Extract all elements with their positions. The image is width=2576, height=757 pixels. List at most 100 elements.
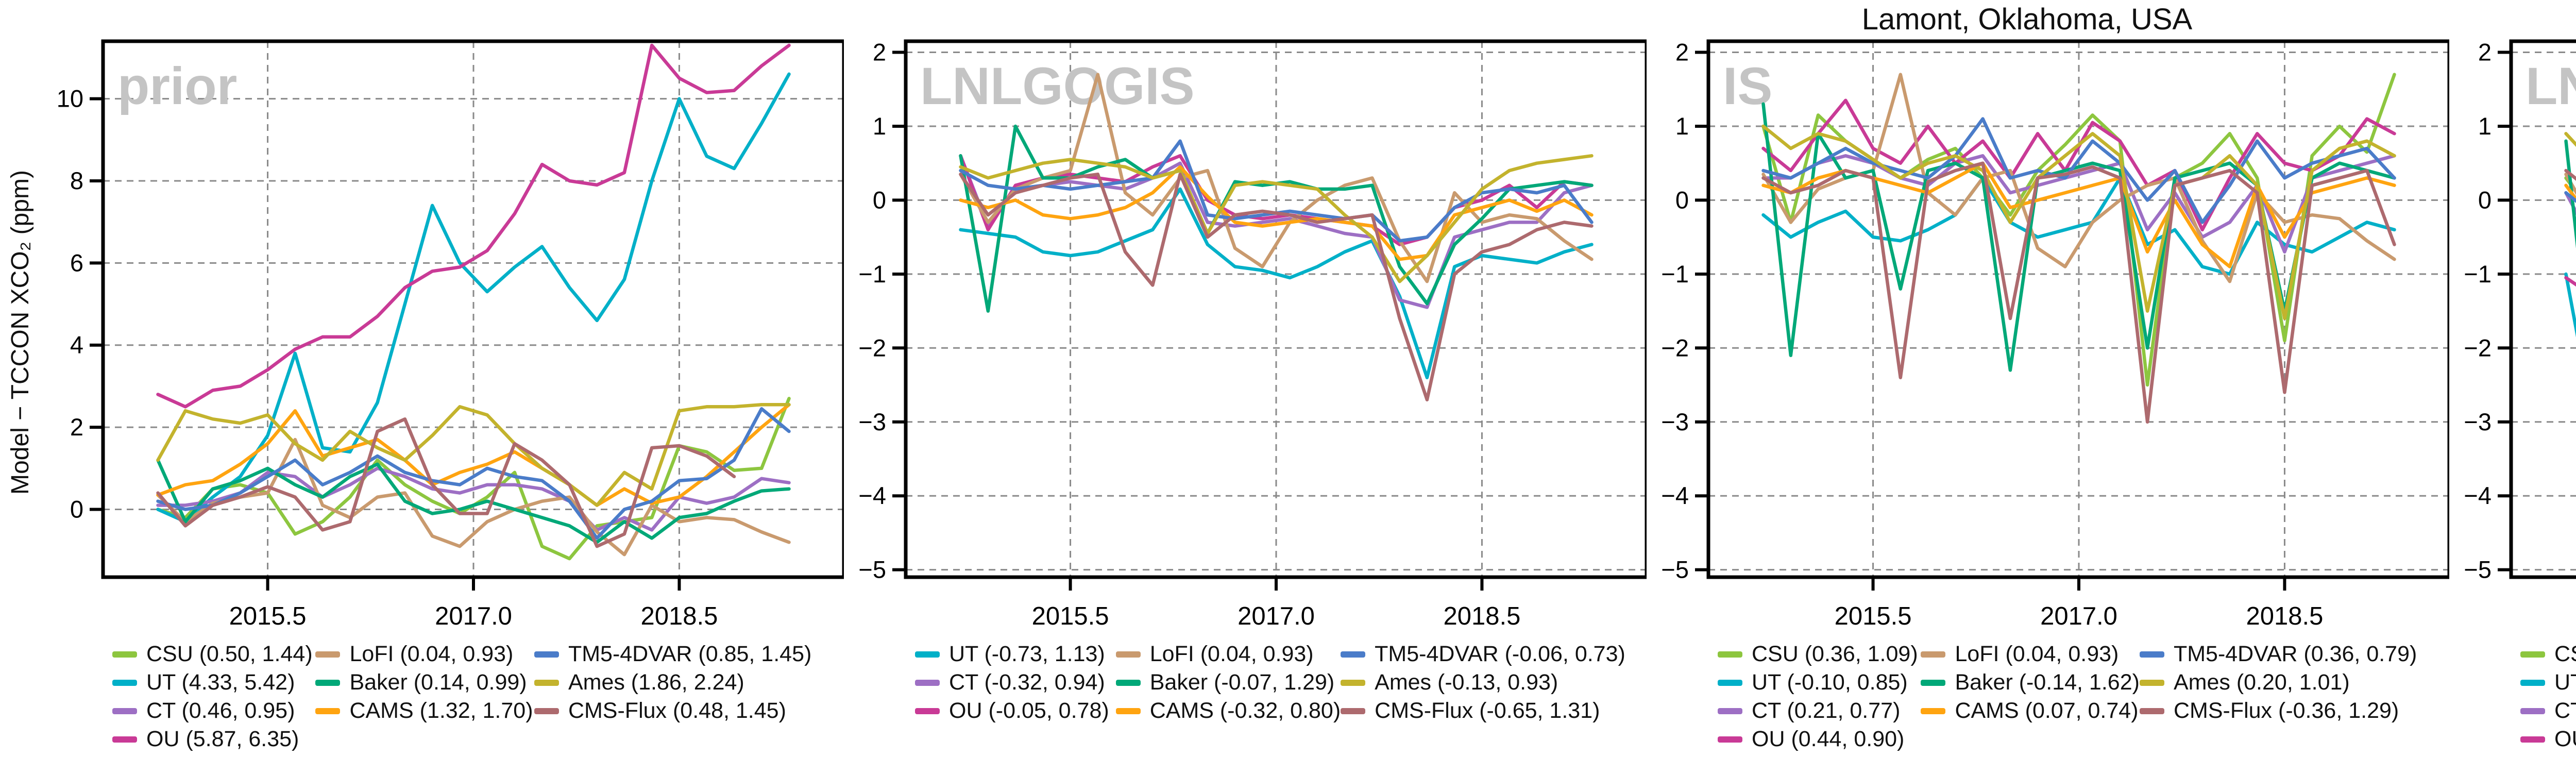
legend-label: CSU (0.36, 1.09) [1752, 642, 1918, 666]
legend-swatch [1718, 736, 1742, 743]
legend-label: TM5-4DVAR (-0.06, 0.73) [1375, 642, 1625, 666]
legend-swatch [1341, 651, 1366, 658]
legend-swatch [2520, 651, 2545, 658]
legend-swatch [1115, 708, 1141, 714]
legend-label: UT (4.33, 5.42) [146, 670, 295, 695]
legend-column: LoFI (0.04, 0.93) Baker (-0.14, 1.62) CAMS… [1921, 640, 2140, 753]
y-tick-label: −5 [858, 556, 886, 583]
legend-label: LoFI (0.04, 0.93) [1149, 642, 1314, 666]
y-tick-label: 0 [2478, 186, 2492, 213]
legend-LNLG: CSU (0.12, 1.07) UT (-0.49, 1.01) CT (-0.2… [2449, 640, 2576, 753]
legend-label: CAMS (-0.32, 0.80) [1149, 698, 1341, 723]
legend-entry-UT: UT (-0.73, 1.13) [915, 640, 1116, 668]
series-line-Baker [156, 458, 791, 544]
series-line-OU [959, 154, 1594, 246]
legend-swatch [112, 708, 137, 714]
legend-column: CSU (0.12, 1.07) UT (-0.49, 1.01) CT (-0.2… [2520, 640, 2576, 753]
legend-swatch [315, 679, 341, 686]
legend-swatch [1718, 708, 1742, 714]
legend-swatch [1921, 651, 1946, 658]
y-tick-label: −1 [1661, 260, 1689, 288]
x-tick-label: 2018.5 [641, 602, 718, 630]
series-line-Ames [156, 403, 791, 507]
series-line-CAMS [959, 165, 1594, 261]
legend-label: Baker (-0.07, 1.29) [1149, 670, 1335, 695]
legend-entry-CAMS: CAMS (0.07, 0.74) [1921, 697, 2140, 725]
legend-label: OU (-0.29, 0.86) [2554, 727, 2576, 751]
legend-entry-TM5-4DVAR: TM5-4DVAR (0.36, 0.79) [2139, 640, 2449, 668]
figure-title: Lamont, Oklahoma, USA [1861, 3, 2193, 36]
series-line-UT [1761, 176, 2396, 276]
y-tick-label: −4 [2464, 482, 2492, 509]
legend-swatch [1718, 651, 1742, 658]
legend-entry-CT: CT (-0.32, 0.94) [915, 668, 1116, 697]
y-tick-label: −2 [1661, 334, 1689, 361]
legend-label: LoFI (0.04, 0.93) [349, 642, 514, 666]
legend-swatch [315, 708, 341, 714]
series-line-CT [156, 466, 791, 532]
legend-label: CT (0.21, 0.77) [1752, 698, 1901, 723]
y-tick-label: 1 [2478, 112, 2492, 140]
legend-label: UT (-0.49, 1.01) [2554, 670, 2576, 695]
legend-entry-CT: CT (0.21, 0.77) [1718, 697, 1921, 725]
x-tick-label: 2017.0 [1238, 602, 1315, 630]
legend-label: Ames (0.20, 1.01) [2173, 670, 2350, 695]
legend-label: OU (0.44, 0.90) [1752, 727, 1905, 751]
legend-LNLGOGIS: UT (-0.73, 1.13) CT (-0.32, 0.94) OU (-0.0… [844, 640, 1647, 725]
legend-label: UT (-0.10, 0.85) [1752, 670, 1908, 695]
y-tick-label: 2 [1675, 39, 1689, 66]
legend-entry-CSU: CSU (0.12, 1.07) [2520, 640, 2576, 668]
y-tick-label: −1 [858, 260, 886, 288]
panel-IS: IS 2 1 0 −1 −2 −3 −4 −5 2015.5 2017.0 2018.5 CSU (0.… [1647, 34, 2449, 753]
legend-label: TM5-4DVAR (0.85, 1.45) [568, 642, 812, 666]
legend-swatch [534, 679, 559, 686]
series-line-LoFI [959, 73, 1594, 283]
legend-swatch [2139, 679, 2164, 686]
series-line-TM5-4DVAR [1761, 117, 2396, 224]
series-line-Ames [1761, 124, 2396, 321]
legend-entry-CMS-Flux: CMS-Flux (-0.36, 1.29) [2139, 697, 2449, 725]
series-line-UT [959, 187, 1594, 379]
panel-label: LNLGOGIS [920, 57, 1195, 115]
legend-label: CT (-0.20, 0.89) [2554, 698, 2576, 723]
legend-swatch [1341, 679, 1366, 686]
x-tick-label: 2015.5 [229, 602, 307, 630]
panel-plot-LNLGOGIS: LNLGOGIS 2 1 0 −1 −2 −3 −4 −5 2015.5 2017.0 2018.5 [858, 39, 1647, 630]
y-tick-label: −3 [2464, 408, 2492, 435]
legend-swatch [1115, 651, 1141, 658]
y-tick-label: −3 [1661, 408, 1689, 435]
x-tick-label: 2018.5 [1444, 602, 1521, 630]
y-tick-label: −4 [1661, 482, 1689, 509]
legend-label: Ames (-0.13, 0.93) [1375, 670, 1558, 695]
legend-label: Baker (0.14, 0.99) [349, 670, 527, 695]
legend-entry-UT: UT (-0.10, 0.85) [1718, 668, 1921, 697]
legend-label: CT (0.46, 0.95) [146, 698, 295, 723]
legend-entry-CAMS: CAMS (-0.32, 0.80) [1115, 697, 1341, 725]
legend-entry-CMS-Flux: CMS-Flux (-0.65, 1.31) [1341, 697, 1647, 725]
series-line-Baker [2564, 139, 2576, 249]
legend-entry-UT: UT (-0.49, 1.01) [2520, 668, 2576, 697]
legend-entry-TM5-4DVAR: TM5-4DVAR (-0.06, 0.73) [1341, 640, 1647, 668]
legend-label: Ames (1.86, 2.24) [568, 670, 744, 695]
panel-label: prior [117, 57, 237, 115]
legend-swatch [112, 736, 137, 743]
x-tick-label: 2017.0 [2040, 602, 2117, 630]
legend-label: LoFI (0.04, 0.93) [1955, 642, 2119, 666]
legend-swatch [1921, 679, 1946, 686]
legend-swatch [1921, 708, 1946, 714]
legend-swatch [2520, 708, 2545, 714]
legend-label: CMS-Flux (-0.65, 1.31) [1375, 698, 1600, 723]
y-axis-label-strip: Model − TCCON XCO₂ (ppm) [0, 36, 40, 629]
y-tick-label: 0 [70, 496, 83, 523]
legend-entry-LoFI: LoFI (0.04, 0.93) [1115, 640, 1341, 668]
legend-swatch [112, 651, 137, 658]
legend-column: CSU (0.36, 1.09) UT (-0.10, 0.85) CT (0.21… [1718, 640, 1921, 753]
legend-label: OU (5.87, 6.35) [146, 727, 299, 751]
legend-entry-CSU: CSU (0.50, 1.44) [112, 640, 315, 668]
y-tick-label: −2 [858, 334, 886, 361]
legend-entry-Ames: Ames (-0.13, 0.93) [1341, 668, 1647, 697]
legend-entry-OU: OU (0.44, 0.90) [1718, 725, 1921, 753]
x-tick-label: 2017.0 [435, 602, 512, 630]
